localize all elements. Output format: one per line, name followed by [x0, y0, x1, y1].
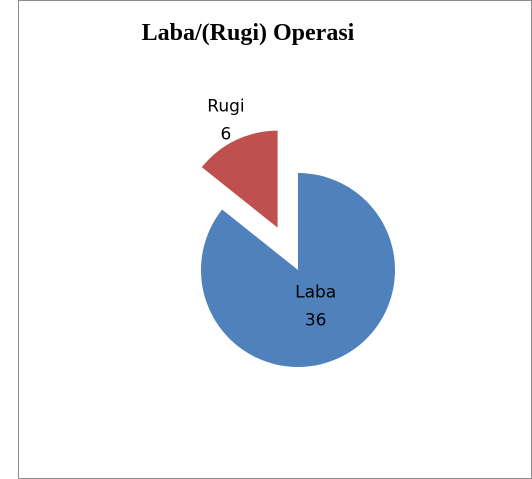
chart-title: Laba/(Rugi) Operasi [142, 20, 355, 46]
pie-slice [201, 130, 278, 228]
slice-value: 36 [305, 311, 327, 331]
slice-value: 6 [221, 124, 232, 144]
chart-frame [18, 0, 532, 479]
pie-slice [201, 173, 395, 367]
slice-label: Rugi [207, 96, 244, 116]
slice-label: Laba [295, 283, 336, 303]
